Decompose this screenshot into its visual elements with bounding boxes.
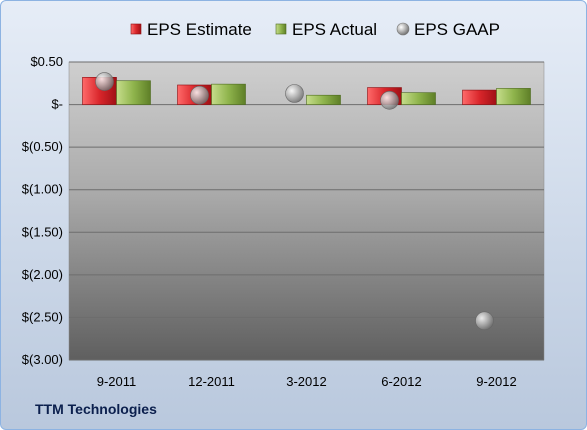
eps-actual-bar xyxy=(496,88,531,105)
y-tick-label: $(1.00) xyxy=(22,182,63,197)
x-tick-label: 9-2012 xyxy=(476,374,516,389)
legend-actual-swatch xyxy=(275,23,287,35)
eps-estimate-bar xyxy=(462,89,497,105)
legend-estimate-swatch xyxy=(130,23,142,35)
x-tick-label: 9-2011 xyxy=(97,374,137,389)
eps-actual-bar xyxy=(211,83,246,105)
legend-gaap-swatch xyxy=(396,22,410,36)
y-tick-label: $- xyxy=(51,97,63,112)
y-tick-label: $0.50 xyxy=(30,54,63,69)
x-tick-label: 12-2011 xyxy=(188,374,235,389)
y-tick-label: $(3.00) xyxy=(22,352,63,367)
x-tick-label: 6-2012 xyxy=(381,374,421,389)
x-axis-ticks: 9-2011 12-2011 3-2012 6-2012 9-2012 xyxy=(97,374,517,389)
legend-label: EPS Estimate xyxy=(147,20,252,39)
eps-gaap-point xyxy=(285,84,304,103)
y-axis-ticks: $0.50 $- $(0.50) $(1.00) $(1.50) $(2.00) $(2.5… xyxy=(22,54,63,367)
y-tick-label: $(0.50) xyxy=(22,139,63,154)
y-tick-label: $(1.50) xyxy=(22,224,63,239)
eps-actual-bar xyxy=(306,94,341,105)
x-tick-label: 3-2012 xyxy=(286,374,326,389)
eps-actual-bar xyxy=(401,92,436,105)
eps-gaap-point xyxy=(475,311,494,331)
eps-actual-bar xyxy=(116,80,151,105)
company-name: TTM Technologies xyxy=(35,401,157,417)
y-tick-label: $(2.00) xyxy=(22,267,63,282)
y-tick-label: $(2.50) xyxy=(22,309,63,324)
eps-gaap-point xyxy=(380,91,399,110)
eps-gaap-point xyxy=(190,85,209,105)
eps-gaap-point xyxy=(95,72,114,91)
legend-label: EPS Actual xyxy=(292,20,377,39)
plot-area xyxy=(68,61,545,361)
gaap-points xyxy=(95,72,494,331)
legend: EPS Estimate EPS Actual EPS GAAP xyxy=(130,20,500,39)
legend-label: EPS GAAP xyxy=(414,20,500,39)
